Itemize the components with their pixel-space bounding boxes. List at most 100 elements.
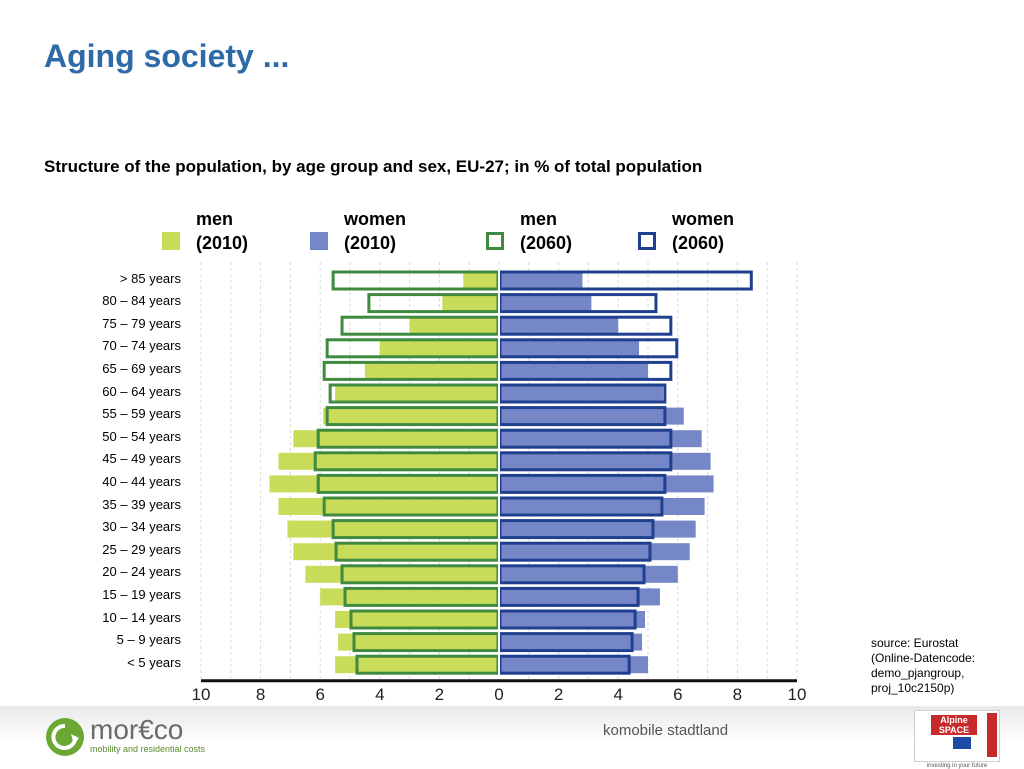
bar-women-2010 bbox=[499, 498, 705, 515]
bar-women-2010 bbox=[499, 452, 711, 470]
x-tick-label: 10 bbox=[788, 685, 807, 704]
bar-women-2060 bbox=[498, 451, 673, 472]
bar-men-2060 bbox=[322, 360, 500, 381]
x-tick-label: 4 bbox=[613, 685, 622, 704]
legend-label-line: men bbox=[196, 209, 234, 229]
page-title: Aging society ... bbox=[44, 38, 290, 74]
bar-men-2010 bbox=[305, 565, 499, 583]
bar-women-2060 bbox=[498, 541, 652, 562]
x-tick-label: 0 bbox=[494, 685, 503, 704]
bar-men-2010 bbox=[269, 475, 499, 493]
age-group-label: 70 – 74 years bbox=[102, 338, 181, 354]
age-group-label: 45 – 49 years bbox=[102, 451, 181, 467]
x-tick-label: 4 bbox=[375, 685, 384, 704]
bar-women-2010 bbox=[499, 588, 660, 606]
x-tick-label: 8 bbox=[733, 685, 742, 704]
bar-women-2060 bbox=[498, 654, 631, 675]
footer-band bbox=[0, 706, 1024, 768]
bar-men-2060 bbox=[316, 428, 500, 449]
bar-women-2010 bbox=[499, 362, 648, 380]
legend-label-line: (2010) bbox=[196, 233, 249, 253]
bar-men-2060 bbox=[343, 586, 500, 607]
bar-women-2010 bbox=[499, 656, 648, 674]
badge-caption: investing in your future bbox=[926, 763, 988, 769]
bar-women-2060 bbox=[498, 519, 655, 540]
age-group-label: > 85 years bbox=[119, 270, 181, 286]
bar-women-2010 bbox=[499, 272, 583, 289]
bar-women-2060 bbox=[498, 338, 679, 359]
badge-label: Alpine SPACE bbox=[931, 715, 977, 735]
bar-men-2060 bbox=[355, 654, 500, 675]
x-tick-label: 2 bbox=[554, 685, 563, 704]
bar-men-2010 bbox=[293, 543, 499, 561]
legend-swatch bbox=[486, 232, 504, 250]
bar-women-2010 bbox=[499, 565, 678, 583]
bar-women-2060 bbox=[498, 609, 637, 630]
logo-tagline: mobility and residential costs bbox=[90, 744, 206, 754]
bar-men-2060 bbox=[325, 338, 500, 359]
bar-women-2060 bbox=[498, 586, 640, 607]
bar-women-2010 bbox=[499, 407, 684, 425]
bar-men-2060 bbox=[340, 564, 500, 585]
bar-women-2010 bbox=[499, 543, 690, 561]
bar-men-2010 bbox=[409, 317, 499, 335]
bar-men-2010 bbox=[323, 407, 499, 425]
bar-men-2060 bbox=[331, 270, 500, 291]
bar-women-2010 bbox=[499, 520, 696, 538]
age-group-label: 25 – 29 years bbox=[102, 541, 181, 557]
bar-women-2010 bbox=[499, 611, 646, 628]
bar-men-2010 bbox=[442, 294, 499, 312]
bar-men-2060 bbox=[352, 632, 500, 653]
bar-women-2010 bbox=[499, 385, 663, 402]
bar-women-2060 bbox=[498, 632, 634, 653]
bar-men-2010 bbox=[335, 385, 499, 402]
legend-label-line: (2060) bbox=[672, 233, 725, 253]
alpine-space-badge: Alpine SPACE investing in your future bbox=[914, 710, 1000, 769]
bar-women-2060 bbox=[498, 360, 673, 381]
age-group-label: 75 – 79 years bbox=[102, 315, 181, 331]
bar-men-2010 bbox=[463, 272, 499, 289]
age-group-label: 35 – 39 years bbox=[102, 496, 181, 512]
bar-women-2060 bbox=[498, 496, 664, 517]
age-group-label: < 5 years bbox=[127, 654, 181, 670]
bar-women-2060 bbox=[498, 383, 667, 404]
recycle-arrow-icon bbox=[46, 718, 84, 756]
source-note: source: Eurostat (Online-Datencode: demo… bbox=[871, 636, 975, 696]
legend-label: men (2010) bbox=[196, 207, 248, 255]
bar-women-2060 bbox=[498, 293, 658, 314]
bar-men-2010 bbox=[364, 362, 499, 380]
bar-men-2010 bbox=[293, 430, 499, 448]
bar-men-2060 bbox=[313, 451, 500, 472]
legend-swatch bbox=[162, 232, 180, 250]
legend-label-line: (2010) bbox=[344, 233, 397, 253]
bar-women-2010 bbox=[499, 633, 643, 651]
badge-side-strip bbox=[987, 713, 997, 757]
bar-men-2060 bbox=[367, 293, 500, 314]
legend-label: women (2010) bbox=[344, 207, 406, 255]
footer-text: komobile stadtland bbox=[603, 722, 729, 739]
bar-men-2060 bbox=[328, 383, 500, 404]
eu-flag-icon bbox=[953, 737, 971, 749]
age-group-label: 15 – 19 years bbox=[102, 586, 181, 602]
bar-men-2010 bbox=[287, 520, 499, 538]
age-group-label: 60 – 64 years bbox=[102, 383, 181, 399]
age-group-label: 50 – 54 years bbox=[102, 428, 181, 444]
bar-men-2010 bbox=[278, 452, 499, 470]
bar-men-2060 bbox=[316, 473, 500, 494]
bar-women-2060 bbox=[498, 270, 753, 291]
legend-label-line: women bbox=[672, 209, 735, 229]
source-line: source: Eurostat bbox=[871, 636, 959, 650]
center-divider bbox=[498, 270, 500, 679]
age-group-label: 55 – 59 years bbox=[102, 406, 181, 422]
x-tick-label: 2 bbox=[435, 685, 444, 704]
bar-men-2010 bbox=[379, 339, 499, 357]
bar-women-2060 bbox=[498, 406, 667, 427]
x-tick-label: 6 bbox=[673, 685, 682, 704]
logo-name: mor€co bbox=[90, 714, 184, 745]
bar-men-2010 bbox=[335, 611, 499, 628]
bar-women-2060 bbox=[498, 473, 667, 494]
legend-label: men (2060) bbox=[520, 207, 572, 255]
moreco-logo: mor€co mobility and residential costs bbox=[44, 712, 206, 760]
legend-label: women (2060) bbox=[672, 207, 734, 255]
bar-men-2060 bbox=[334, 541, 500, 562]
